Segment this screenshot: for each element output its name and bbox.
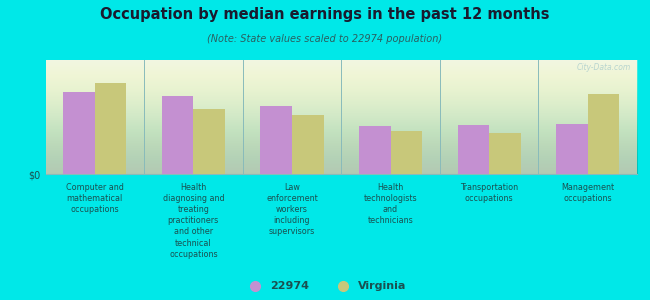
Text: Health
diagnosing and
treating
practitioners
and other
technical
occupations: Health diagnosing and treating practitio… (162, 183, 224, 259)
Bar (489, 133, 521, 174)
Text: Occupation by median earnings in the past 12 months: Occupation by median earnings in the pas… (100, 8, 550, 22)
Text: Computer and
mathematical
occupations: Computer and mathematical occupations (66, 183, 124, 214)
Text: Management
occupations: Management occupations (561, 183, 614, 203)
Bar (162, 97, 194, 174)
Bar (556, 124, 588, 174)
Bar (458, 125, 489, 174)
Bar (95, 83, 126, 174)
Text: (Note: State values scaled to 22974 population): (Note: State values scaled to 22974 popu… (207, 34, 443, 44)
Bar (588, 94, 619, 174)
Text: City-Data.com: City-Data.com (577, 63, 631, 72)
Bar (261, 106, 292, 174)
Text: Transportation
occupations: Transportation occupations (460, 183, 518, 203)
Bar (194, 109, 225, 174)
Text: Law
enforcement
workers
including
supervisors: Law enforcement workers including superv… (266, 183, 318, 236)
Bar (292, 115, 324, 174)
Bar (391, 131, 422, 174)
Bar (359, 126, 391, 174)
Text: Health
technologists
and
technicians: Health technologists and technicians (364, 183, 417, 225)
Legend: 22974, Virginia: 22974, Virginia (244, 281, 406, 291)
Bar (63, 92, 95, 174)
